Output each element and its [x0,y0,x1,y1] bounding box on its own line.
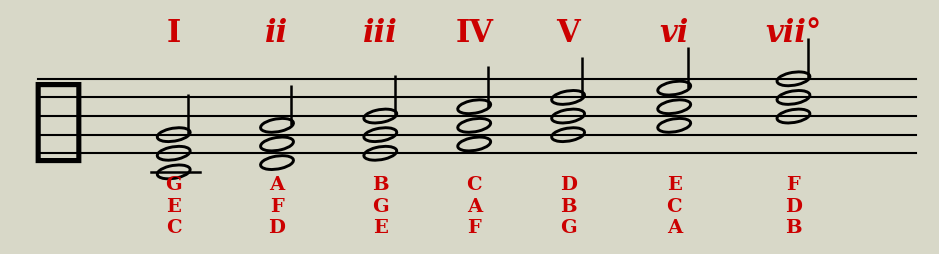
Text: D: D [269,218,285,236]
Text: E: E [166,197,181,215]
Text: F: F [270,197,284,215]
Text: ii: ii [266,18,288,49]
Text: B: B [785,218,802,236]
Text: vi: vi [659,18,689,49]
Text: D: D [560,175,577,193]
Text: C: C [667,197,682,215]
Text: vii°: vii° [765,18,822,49]
Text: E: E [373,218,388,236]
Text: C: C [467,175,482,193]
Text: IV: IV [455,18,493,49]
Text: G: G [560,218,577,236]
Text: iii: iii [362,18,398,49]
Text: F: F [468,218,481,236]
Text: F: F [787,175,800,193]
Text: G: G [165,175,182,193]
Text: A: A [467,197,482,215]
Text: 𝄞: 𝄞 [31,76,85,165]
Text: B: B [560,197,577,215]
Text: B: B [372,175,389,193]
Text: V: V [556,18,580,49]
Text: C: C [166,218,181,236]
Text: A: A [667,218,682,236]
Text: E: E [667,175,682,193]
Text: A: A [269,175,285,193]
Text: D: D [785,197,802,215]
Text: I: I [166,18,181,49]
Text: G: G [372,197,389,215]
